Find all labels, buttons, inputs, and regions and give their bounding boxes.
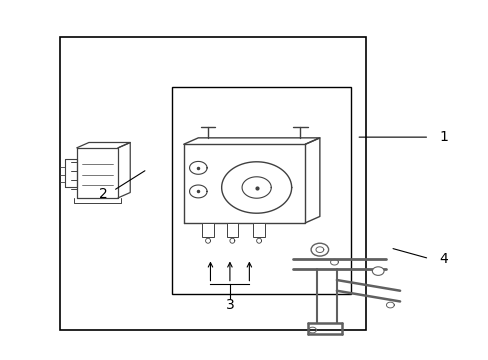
Text: 2: 2 xyxy=(99,187,108,201)
Circle shape xyxy=(372,267,383,275)
Text: 4: 4 xyxy=(438,252,447,266)
Circle shape xyxy=(310,243,328,256)
Bar xyxy=(171,87,351,294)
Text: 3: 3 xyxy=(225,298,234,312)
Text: 1: 1 xyxy=(438,130,447,144)
Bar xyxy=(60,37,366,330)
Bar xyxy=(226,223,238,237)
Bar xyxy=(202,223,213,237)
Bar xyxy=(253,223,264,237)
